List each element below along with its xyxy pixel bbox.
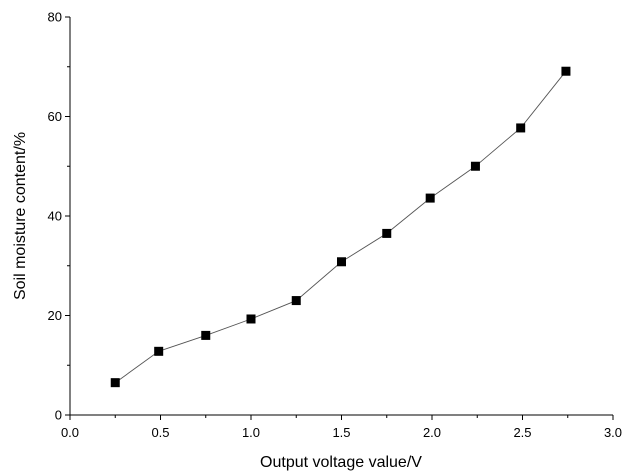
data-point-marker: [291, 296, 301, 306]
series-line: [115, 70, 567, 384]
data-point-marker: [337, 257, 346, 267]
data-point-marker: [382, 228, 392, 238]
data-point-marker: [154, 346, 164, 356]
y-axis-title: Soil moisture content/%: [12, 132, 29, 300]
y-tick-label: 40: [48, 209, 62, 224]
y-tick-label: 60: [48, 109, 62, 124]
data-point-marker: [561, 66, 571, 76]
x-tick-label: 2.0: [423, 425, 441, 440]
data-point-marker: [516, 123, 526, 133]
x-tick-label: 1.0: [242, 425, 260, 440]
x-tick-label: 3.0: [604, 425, 622, 440]
y-tick-label: 80: [48, 10, 62, 25]
x-tick-label: 0.0: [61, 425, 79, 440]
data-point-marker: [246, 314, 256, 324]
data-point-marker: [470, 161, 480, 171]
x-tick-label: 2.5: [513, 425, 531, 440]
ticks: 0.0 0.5 1.0 1.5 2.0 2.5 3.0 0 20 40 60 80: [48, 10, 623, 441]
data-point-marker: [110, 378, 120, 388]
axes: [69, 17, 613, 416]
x-axis-title: Output voltage value/V: [260, 454, 422, 471]
data-point-marker: [201, 330, 211, 340]
series-line-1: [110, 66, 571, 388]
y-tick-label: 0: [55, 408, 62, 423]
x-tick-label: 0.5: [151, 425, 169, 440]
data-point-marker: [425, 193, 435, 203]
x-tick-label: 1.5: [332, 425, 350, 440]
y-tick-label: 20: [48, 308, 62, 323]
